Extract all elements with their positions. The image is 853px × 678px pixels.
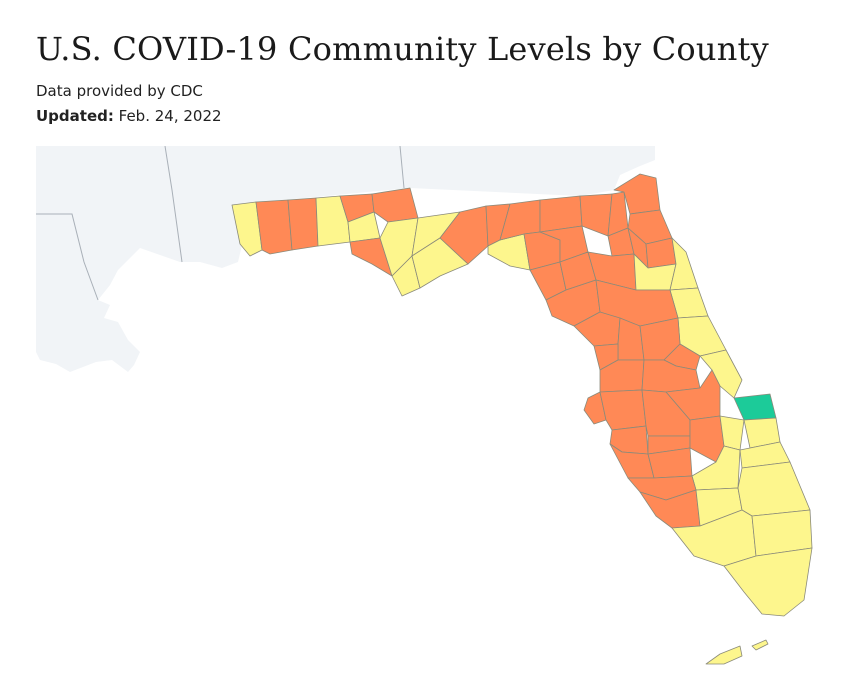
county-monroe[interactable]	[705, 645, 743, 665]
map-svg[interactable]	[36, 146, 853, 678]
county-miami-dade[interactable]	[723, 547, 813, 617]
county-okeechobee[interactable]	[719, 415, 745, 451]
florida-counties[interactable]	[231, 173, 813, 665]
county-palm-beach[interactable]	[737, 461, 811, 517]
state-border-al-ga	[164, 146, 183, 263]
state-border-al	[36, 213, 99, 301]
county-hillsborough[interactable]	[599, 389, 647, 431]
county-indian-river[interactable]	[733, 393, 777, 421]
county-columbia[interactable]	[579, 193, 613, 237]
updated-label: Updated:	[36, 107, 114, 125]
neighbor-states	[36, 146, 655, 372]
county-monroe-keys[interactable]	[751, 639, 769, 651]
county-leon[interactable]	[439, 205, 489, 265]
page-title: U.S. COVID-19 Community Levels by County	[36, 30, 769, 68]
county-jackson[interactable]	[371, 187, 419, 223]
county-okaloosa[interactable]	[287, 197, 319, 251]
updated-line: Updated: Feb. 24, 2022	[36, 107, 222, 125]
updated-date: Feb. 24, 2022	[118, 107, 222, 125]
data-source: Data provided by CDC	[36, 82, 203, 100]
county-martin[interactable]	[739, 441, 791, 469]
county-map[interactable]	[36, 146, 853, 678]
county-bay[interactable]	[349, 237, 393, 277]
state-border-ga	[399, 146, 405, 189]
county-escambia[interactable]	[231, 201, 263, 257]
county-highlands[interactable]	[689, 415, 725, 463]
county-franklin[interactable]	[411, 237, 469, 289]
county-pinellas[interactable]	[583, 391, 607, 425]
county-santa-rosa[interactable]	[255, 199, 293, 255]
